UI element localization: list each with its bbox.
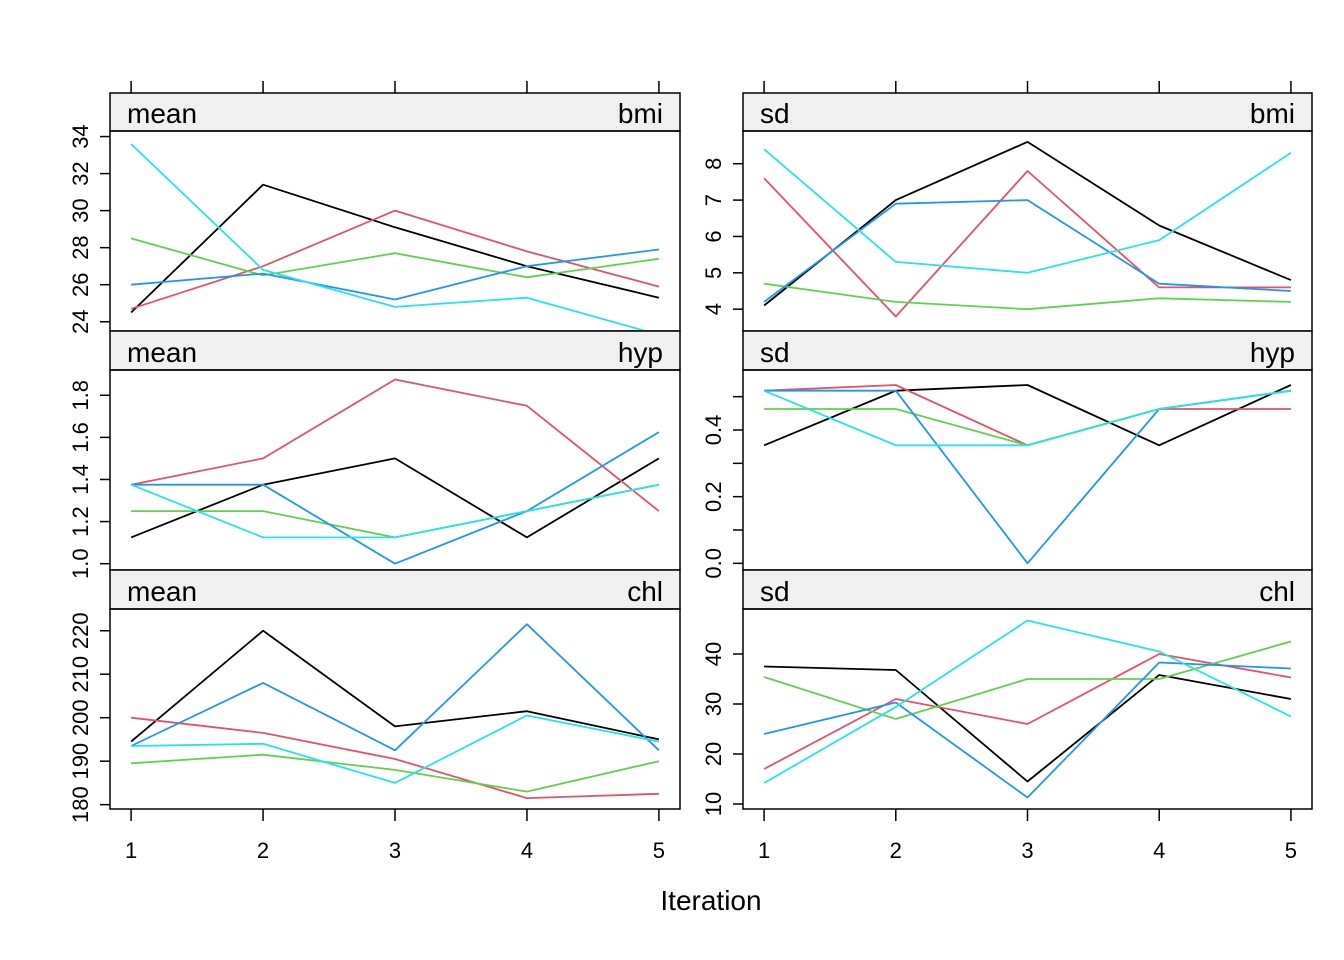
x-tick-label: 2 <box>257 838 269 863</box>
series-line-5 <box>763 389 1292 447</box>
panel-mean-hyp: mean hyp 1.0 1.2 1.4 1.6 1.8 <box>68 330 681 579</box>
series-line-2 <box>130 378 660 512</box>
strip-stat-label: mean <box>127 576 197 607</box>
y-tick-label: 30 <box>68 198 93 222</box>
panel-sd-hyp: sd hyp 0.0 0.2 0.4 <box>701 330 1313 579</box>
strip-background <box>742 92 1313 132</box>
y-tick-label: 1.8 <box>68 380 93 411</box>
x-tick-label: 5 <box>1285 838 1297 863</box>
y-tick-label: 40 <box>701 642 726 666</box>
y-tick-label: 28 <box>68 235 93 259</box>
strip-background <box>109 330 681 371</box>
x-tick-label: 2 <box>890 838 902 863</box>
x-tick-label: 4 <box>521 838 533 863</box>
series-line-3 <box>763 282 1291 311</box>
y-tick-label: 0.2 <box>701 481 726 512</box>
series-line-2 <box>130 209 660 310</box>
strip-variable-label: hyp <box>618 337 663 368</box>
strip-variable-label: chl <box>1259 576 1295 607</box>
series-line-3 <box>131 753 660 793</box>
series-line-5 <box>763 619 1292 784</box>
y-tick-label: 8 <box>701 158 726 170</box>
panel-mean-chl: mean chl 180 190 200 210 220 1 2 3 4 5 <box>68 569 681 863</box>
strip-background <box>742 330 1313 371</box>
y-tick-label: 32 <box>68 161 93 185</box>
strip-stat-label: sd <box>760 98 790 129</box>
series-line-1 <box>763 140 1292 307</box>
x-tick-label: 3 <box>389 838 401 863</box>
series-line-4 <box>764 389 1292 565</box>
x-tick-label: 1 <box>125 838 137 863</box>
series-line-1 <box>764 665 1292 783</box>
strip-stat-label: mean <box>127 337 197 368</box>
x-tick-label: 4 <box>1153 838 1165 863</box>
strip-background <box>742 569 1313 610</box>
y-tick-label: 190 <box>68 743 93 780</box>
series-line-4 <box>131 431 660 565</box>
series-line-1 <box>130 629 660 743</box>
x-tick-label: 3 <box>1021 838 1033 863</box>
x-axis-title: Iteration <box>660 885 761 916</box>
series-line-5 <box>763 148 1292 274</box>
y-tick-label: 1.4 <box>68 464 93 495</box>
y-tick-label: 24 <box>68 309 93 333</box>
y-tick-label: 0.0 <box>701 548 726 579</box>
series-line-5 <box>130 143 660 336</box>
x-tick-label: 5 <box>653 838 665 863</box>
panel-sd-bmi: sd bmi 4 5 6 7 8 <box>701 81 1313 332</box>
panel-mean-bmi: mean bmi 24 26 28 30 32 34 <box>68 81 681 336</box>
series-line-2 <box>763 170 1291 318</box>
y-tick-label: 6 <box>701 230 726 242</box>
y-tick-label: 210 <box>68 656 93 693</box>
series-line-5 <box>131 714 660 784</box>
y-tick-label: 1.0 <box>68 548 93 579</box>
series-line-1 <box>763 384 1292 447</box>
y-tick-label: 10 <box>701 792 726 816</box>
x-tick-label: 1 <box>758 838 770 863</box>
strip-variable-label: hyp <box>1250 337 1295 368</box>
series-line-3 <box>131 483 660 539</box>
series-line-4 <box>763 199 1291 303</box>
series-line-4 <box>763 661 1291 799</box>
y-tick-label: 4 <box>701 303 726 315</box>
y-tick-label: 1.2 <box>68 506 93 537</box>
series-line-2 <box>763 653 1292 770</box>
strip-variable-label: bmi <box>618 98 663 129</box>
y-tick-label: 30 <box>701 692 726 716</box>
panel-frame <box>109 130 681 332</box>
series-line-3 <box>130 237 660 279</box>
series-line-2 <box>130 716 659 799</box>
y-tick-label: 220 <box>68 612 93 649</box>
y-tick-label: 5 <box>701 267 726 279</box>
strip-variable-label: chl <box>627 576 663 607</box>
panel-sd-chl: sd chl 10 20 30 40 1 2 3 4 5 <box>701 569 1313 863</box>
series-line-1 <box>130 457 660 539</box>
y-tick-label: 20 <box>701 742 726 766</box>
panel-frame <box>109 608 681 810</box>
strip-stat-label: sd <box>760 337 790 368</box>
strip-variable-label: bmi <box>1250 98 1295 129</box>
y-tick-label: 26 <box>68 272 93 296</box>
series-line-5 <box>130 483 660 539</box>
strip-background <box>109 569 681 610</box>
series-line-3 <box>764 389 1292 447</box>
series-line-4 <box>131 248 660 301</box>
series-line-2 <box>764 384 1291 447</box>
series-line-4 <box>130 623 660 752</box>
y-tick-label: 1.6 <box>68 422 93 453</box>
series-line-3 <box>763 640 1292 720</box>
y-tick-label: 180 <box>68 786 93 823</box>
series-line-1 <box>130 183 660 314</box>
panel-frame <box>742 608 1313 810</box>
strip-stat-label: mean <box>127 98 197 129</box>
y-tick-label: 34 <box>68 124 93 148</box>
y-tick-label: 7 <box>701 194 726 206</box>
y-tick-label: 200 <box>68 699 93 736</box>
strip-stat-label: sd <box>760 576 790 607</box>
strip-background <box>109 92 681 132</box>
y-tick-label: 0.4 <box>701 415 726 446</box>
